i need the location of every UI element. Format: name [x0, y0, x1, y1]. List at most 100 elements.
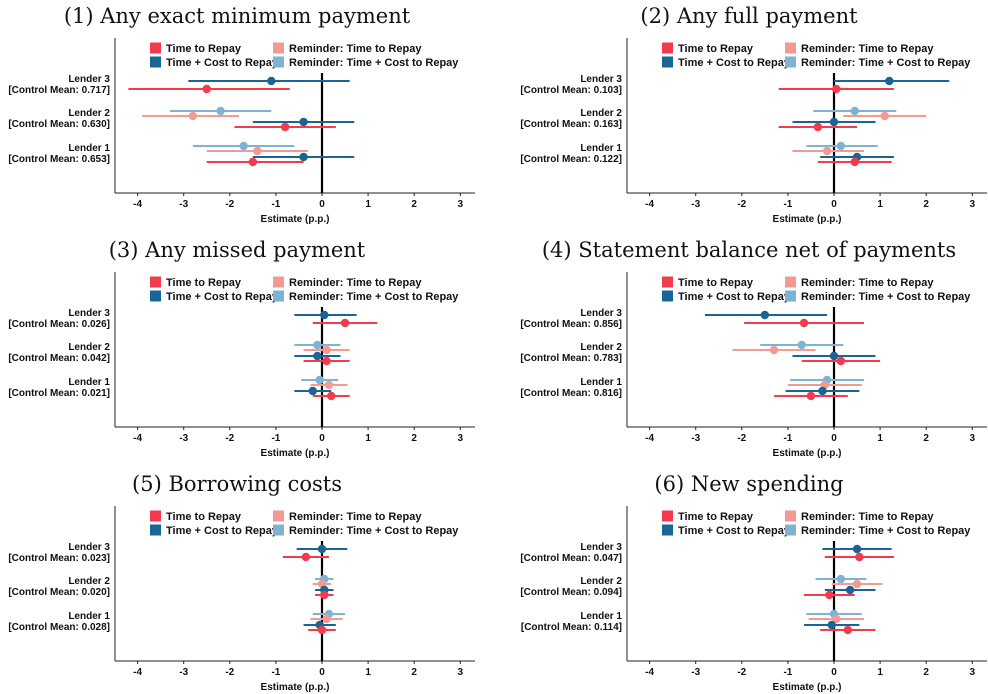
- estimate-point: [317, 625, 327, 635]
- legend-swatch: [785, 510, 796, 522]
- x-tick-label: -2: [225, 667, 234, 678]
- panel-title: (6) New spending: [654, 472, 843, 496]
- estimate-point: [797, 340, 806, 350]
- lender-label: Lender 3: [580, 542, 622, 553]
- estimate-point: [855, 552, 864, 562]
- x-axis-label: Estimate (p.p.): [261, 682, 330, 693]
- lender-label: Lender 1: [68, 377, 110, 388]
- legend-label: Reminder: Time to Repay: [801, 511, 934, 523]
- x-tick-label: 0: [319, 199, 325, 210]
- panel-title: (1) Any exact minimum payment: [64, 4, 411, 28]
- legend-label: Reminder: Time + Cost to Repay: [801, 57, 971, 69]
- lender-label: Lender 1: [580, 377, 622, 388]
- x-tick-label: 2: [923, 199, 929, 210]
- legend-label: Time to Repay: [678, 511, 754, 523]
- estimate-point: [836, 141, 846, 151]
- x-tick-label: -3: [691, 433, 700, 444]
- x-tick-label: 2: [923, 667, 929, 678]
- estimate-point: [322, 345, 331, 355]
- x-tick-label: -4: [645, 199, 654, 210]
- control-mean-label: [Control Mean: 0.042]: [8, 353, 110, 364]
- chart-panel-2: (2) Any full payment -4 -3 -2 -1 0 1 2 3 Estimate…: [520, 4, 987, 225]
- control-mean-label: [Control Mean: 0.114]: [521, 622, 622, 633]
- lender-label: Lender 2: [68, 576, 110, 587]
- legend-label: Reminder: Time + Cost to Repay: [801, 525, 971, 537]
- x-tick-label: 1: [877, 433, 883, 444]
- legend-label: Reminder: Time to Repay: [289, 277, 422, 289]
- x-tick-label: 0: [831, 199, 837, 210]
- control-mean-label: [Control Mean: 0.028]: [8, 622, 110, 633]
- estimate-point: [836, 574, 846, 584]
- lender-label: Lender 3: [580, 74, 622, 85]
- lender-label: Lender 2: [580, 576, 622, 587]
- estimate-point: [188, 111, 198, 121]
- control-mean-label: [Control Mean: 0.047]: [520, 553, 622, 564]
- lender-label: Lender 1: [68, 143, 110, 154]
- legend-label: Reminder: Time + Cost to Repay: [289, 525, 459, 537]
- x-tick-label: 1: [877, 667, 883, 678]
- x-axis-label: Estimate (p.p.): [773, 682, 842, 693]
- control-mean-label: [Control Mean: 0.717]: [8, 85, 110, 96]
- estimate-point: [845, 585, 855, 595]
- legend-swatch: [785, 276, 796, 288]
- estimate-point: [313, 351, 322, 361]
- x-tick-label: 3: [970, 199, 976, 210]
- lender-label: Lender 3: [68, 74, 110, 85]
- legend-swatch: [150, 290, 161, 302]
- estimate-point: [852, 544, 862, 554]
- chart-panel-3: (3) Any missed payment -4 -3 -2 -1 0 1 2 3 Estima…: [8, 238, 475, 459]
- lender-label: Lender 3: [68, 308, 110, 319]
- control-mean-label: [Control Mean: 0.122]: [520, 154, 622, 165]
- legend-swatch: [662, 510, 673, 522]
- x-tick-label: -3: [691, 199, 700, 210]
- x-tick-label: 0: [831, 667, 837, 678]
- estimate-point: [308, 386, 317, 396]
- estimate-point: [832, 84, 841, 94]
- estimate-point: [880, 111, 889, 121]
- estimate-point: [769, 345, 779, 355]
- estimate-point: [799, 318, 809, 328]
- x-tick-label: 2: [411, 199, 417, 210]
- control-mean-label: [Control Mean: 0.023]: [8, 553, 110, 564]
- estimate-point: [829, 117, 839, 127]
- x-tick-label: 1: [877, 199, 883, 210]
- legend-swatch: [662, 42, 673, 54]
- control-mean-label: [Control Mean: 0.103]: [520, 85, 622, 96]
- lender-label: Lender 2: [580, 108, 622, 119]
- estimate-point: [822, 146, 832, 156]
- x-tick-label: -1: [271, 199, 280, 210]
- x-tick-label: 3: [970, 667, 976, 678]
- control-mean-label: [Control Mean: 0.021]: [8, 388, 110, 399]
- x-tick-label: -3: [179, 667, 188, 678]
- legend-swatch: [150, 56, 161, 68]
- legend-label: Reminder: Time + Cost to Repay: [801, 291, 971, 303]
- x-axis-label: Estimate (p.p.): [261, 448, 330, 459]
- x-tick-label: 0: [319, 433, 325, 444]
- estimate-point: [301, 552, 311, 562]
- x-tick-label: 0: [319, 667, 325, 678]
- x-tick-label: 3: [458, 667, 464, 678]
- estimate-point: [827, 620, 836, 630]
- estimate-point: [836, 356, 846, 366]
- x-tick-label: 2: [411, 667, 417, 678]
- control-mean-label: [Control Mean: 0.783]: [520, 353, 622, 364]
- estimate-point: [280, 122, 290, 132]
- x-tick-label: 1: [365, 433, 371, 444]
- estimate-point: [239, 141, 248, 151]
- estimate-point: [850, 106, 859, 116]
- estimate-point: [299, 152, 308, 162]
- estimate-point: [322, 614, 331, 624]
- estimate-point: [317, 544, 327, 554]
- x-tick-label: -3: [179, 433, 188, 444]
- lender-label: Lender 2: [68, 108, 110, 119]
- estimate-point: [320, 590, 329, 600]
- x-tick-label: -3: [179, 199, 188, 210]
- chart-panel-4: (4) Statement balance net of payments -4 -…: [520, 238, 987, 459]
- legend-label: Time to Repay: [678, 277, 754, 289]
- x-tick-label: -1: [783, 433, 792, 444]
- chart-panel-6: (6) New spending -4 -3 -2 -1 0 1 2 3 Estimate (p.…: [520, 472, 987, 693]
- x-tick-label: -4: [133, 433, 142, 444]
- chart-panel-5: (5) Borrowing costs -4 -3 -2 -1 0 1 2 3 Estimate …: [8, 472, 475, 693]
- x-axis-label: Estimate (p.p.): [773, 448, 842, 459]
